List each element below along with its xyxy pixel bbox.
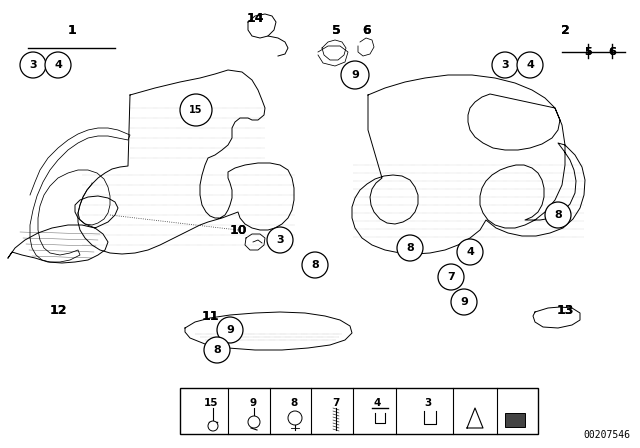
Circle shape — [302, 252, 328, 278]
Circle shape — [438, 264, 464, 290]
Circle shape — [288, 411, 302, 425]
Text: 6: 6 — [608, 47, 616, 57]
Text: 8: 8 — [213, 345, 221, 355]
Text: 1: 1 — [68, 23, 76, 36]
Circle shape — [208, 421, 218, 431]
Text: 4: 4 — [54, 60, 62, 70]
Circle shape — [267, 227, 293, 253]
Text: 7: 7 — [447, 272, 455, 282]
Text: 3: 3 — [276, 235, 284, 245]
Text: 8: 8 — [406, 243, 414, 253]
Circle shape — [180, 94, 212, 126]
Circle shape — [451, 289, 477, 315]
Bar — [505, 413, 525, 427]
Text: 4: 4 — [374, 398, 381, 408]
Text: 4: 4 — [526, 60, 534, 70]
Text: 11: 11 — [201, 310, 219, 323]
Text: 1: 1 — [68, 23, 76, 36]
Text: 15: 15 — [189, 105, 203, 115]
Bar — [180, 388, 538, 434]
Text: 7: 7 — [332, 398, 339, 408]
Text: 9: 9 — [460, 297, 468, 307]
Text: 8: 8 — [290, 398, 297, 408]
Text: 11: 11 — [201, 310, 219, 323]
Text: 14: 14 — [246, 12, 264, 25]
Text: 15: 15 — [204, 398, 218, 408]
Text: 9: 9 — [351, 70, 359, 80]
Text: 6: 6 — [363, 23, 371, 36]
Circle shape — [217, 317, 243, 343]
Text: 6: 6 — [363, 23, 371, 36]
Circle shape — [248, 416, 260, 428]
Text: 5: 5 — [332, 23, 340, 36]
Text: 9: 9 — [249, 398, 256, 408]
Text: 12: 12 — [49, 303, 67, 316]
Circle shape — [457, 239, 483, 265]
Text: 2: 2 — [561, 23, 570, 36]
Text: 10: 10 — [229, 224, 247, 237]
Text: 12: 12 — [49, 303, 67, 316]
Text: 3: 3 — [501, 60, 509, 70]
Circle shape — [517, 52, 543, 78]
Text: 9: 9 — [226, 325, 234, 335]
Text: 13: 13 — [556, 303, 573, 316]
Circle shape — [492, 52, 518, 78]
Circle shape — [545, 202, 571, 228]
Text: 5: 5 — [332, 23, 340, 36]
Text: 3: 3 — [424, 398, 431, 408]
Text: 2: 2 — [561, 23, 570, 36]
Circle shape — [397, 235, 423, 261]
Circle shape — [20, 52, 46, 78]
Text: 4: 4 — [466, 247, 474, 257]
Text: 14: 14 — [246, 12, 264, 25]
Text: 6: 6 — [608, 47, 616, 57]
Text: 10: 10 — [229, 224, 247, 237]
Text: 5: 5 — [584, 47, 592, 57]
Text: 8: 8 — [554, 210, 562, 220]
Circle shape — [204, 337, 230, 363]
Text: 8: 8 — [311, 260, 319, 270]
Circle shape — [341, 61, 369, 89]
Circle shape — [45, 52, 71, 78]
Text: 5: 5 — [584, 47, 592, 57]
Text: 00207546: 00207546 — [583, 430, 630, 440]
Text: 13: 13 — [556, 303, 573, 316]
Text: 3: 3 — [29, 60, 37, 70]
